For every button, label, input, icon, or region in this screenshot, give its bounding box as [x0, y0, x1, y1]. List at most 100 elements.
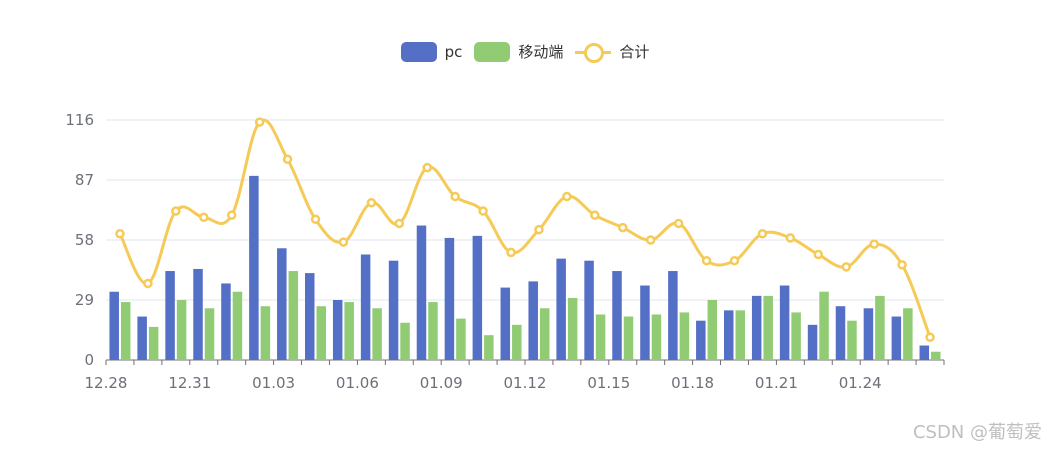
bar-mobile — [819, 291, 829, 360]
x-tick-label: 01.09 — [420, 374, 463, 392]
y-tick-label: 87 — [75, 171, 94, 189]
total-point — [310, 214, 321, 225]
bar-pc — [305, 273, 315, 360]
watermark: CSDN @葡萄爱 — [912, 422, 1042, 443]
total-point — [422, 162, 432, 173]
bar-mobile — [679, 312, 690, 360]
bar-pc — [137, 316, 147, 360]
bar-mobile — [288, 271, 299, 360]
legend-swatch-mobile — [474, 41, 511, 62]
x-tick-label: 01.03 — [252, 374, 295, 392]
bar-mobile — [791, 312, 801, 360]
bar-mobile — [232, 291, 243, 360]
bar-mobile — [539, 308, 550, 360]
legend-label-mobile: 移动端 — [518, 43, 564, 61]
bar-mobile — [735, 310, 745, 360]
legend-swatch-pc — [400, 41, 437, 62]
bar-mobile — [176, 300, 187, 360]
legend-line-icon — [575, 42, 612, 63]
bar-mobile — [931, 351, 941, 360]
total-point — [254, 117, 265, 127]
x-tick-label: 01.18 — [671, 374, 714, 392]
bar-pc — [528, 281, 538, 360]
x-tick-label: 01.21 — [755, 374, 798, 392]
bar-mobile — [400, 322, 410, 360]
total-point — [450, 191, 460, 202]
bar-mobile — [707, 300, 718, 360]
bar-pc — [109, 291, 119, 360]
y-tick-label: 0 — [84, 351, 94, 369]
bar-pc — [779, 285, 790, 360]
bar-mobile — [847, 320, 857, 360]
total-point — [729, 255, 740, 266]
bar-pc — [612, 271, 622, 360]
x-tick-label: 01.06 — [336, 374, 379, 392]
bar-mobile — [512, 324, 522, 360]
total-point — [841, 262, 851, 272]
bar-pc — [891, 316, 902, 360]
legend-item-pc[interactable]: pc — [400, 41, 462, 62]
bar-pc — [807, 324, 818, 360]
total-point — [618, 222, 628, 233]
total-point — [394, 218, 405, 229]
total-point — [757, 229, 768, 239]
legend-item-total[interactable]: 合计 — [575, 41, 650, 63]
total-point — [171, 206, 181, 216]
bar-mobile — [595, 314, 606, 360]
bar-mobile — [567, 297, 578, 360]
bar-pc — [388, 260, 399, 360]
bar-pc — [919, 345, 930, 360]
bar-mobile — [204, 308, 215, 360]
bar-pc — [724, 310, 734, 360]
bar-pc — [444, 237, 455, 360]
bar-mobile — [456, 318, 466, 360]
bar-mobile — [763, 295, 773, 360]
bar-pc — [472, 235, 483, 360]
bar-pc — [696, 320, 706, 360]
x-tick-label: 01.12 — [504, 374, 547, 392]
legend-label-total: 合计 — [619, 43, 650, 61]
bar-pc — [193, 268, 203, 360]
bar-pc — [221, 283, 231, 360]
legend-item-mobile[interactable]: 移动端 — [474, 41, 563, 62]
bar-mobile — [120, 302, 131, 360]
y-tick-label: 58 — [75, 231, 94, 249]
bar-pc — [863, 308, 874, 360]
total-point — [673, 218, 684, 229]
bar-pc — [835, 306, 846, 360]
bar-mobile — [903, 308, 913, 360]
bar-pc — [249, 175, 259, 360]
bar-pc — [277, 248, 287, 360]
bar-mobile — [344, 302, 354, 360]
bar-mobile — [651, 314, 662, 360]
bar-mobile — [372, 308, 382, 360]
x-tick-label: 01.15 — [587, 374, 630, 392]
bar-pc — [751, 295, 762, 360]
bar-mobile — [875, 295, 885, 360]
total-point — [282, 154, 293, 165]
bar-pc — [360, 254, 371, 360]
bar-mobile — [148, 326, 159, 360]
total-point — [897, 260, 907, 270]
bar-mobile — [484, 335, 494, 360]
y-tick-label: 29 — [75, 291, 94, 309]
x-tick-label: 12.31 — [168, 374, 211, 392]
bar-mobile — [316, 306, 326, 360]
bar-mobile — [260, 306, 271, 360]
total-point — [338, 237, 349, 247]
total-point — [645, 235, 656, 245]
legend: pc 移动端 合计 — [0, 41, 1050, 63]
total-point — [199, 212, 209, 222]
bar-mobile — [623, 316, 634, 360]
x-tick-label: 01.24 — [839, 374, 882, 392]
bar-pc — [668, 271, 678, 360]
total-point — [478, 206, 488, 216]
total-point — [366, 198, 377, 208]
x-tick-label: 12.28 — [85, 374, 128, 392]
bar-pc — [332, 300, 343, 360]
total-point — [506, 247, 516, 258]
total-point — [226, 210, 237, 220]
bar-pc — [416, 225, 427, 360]
bar-pc — [640, 285, 650, 360]
